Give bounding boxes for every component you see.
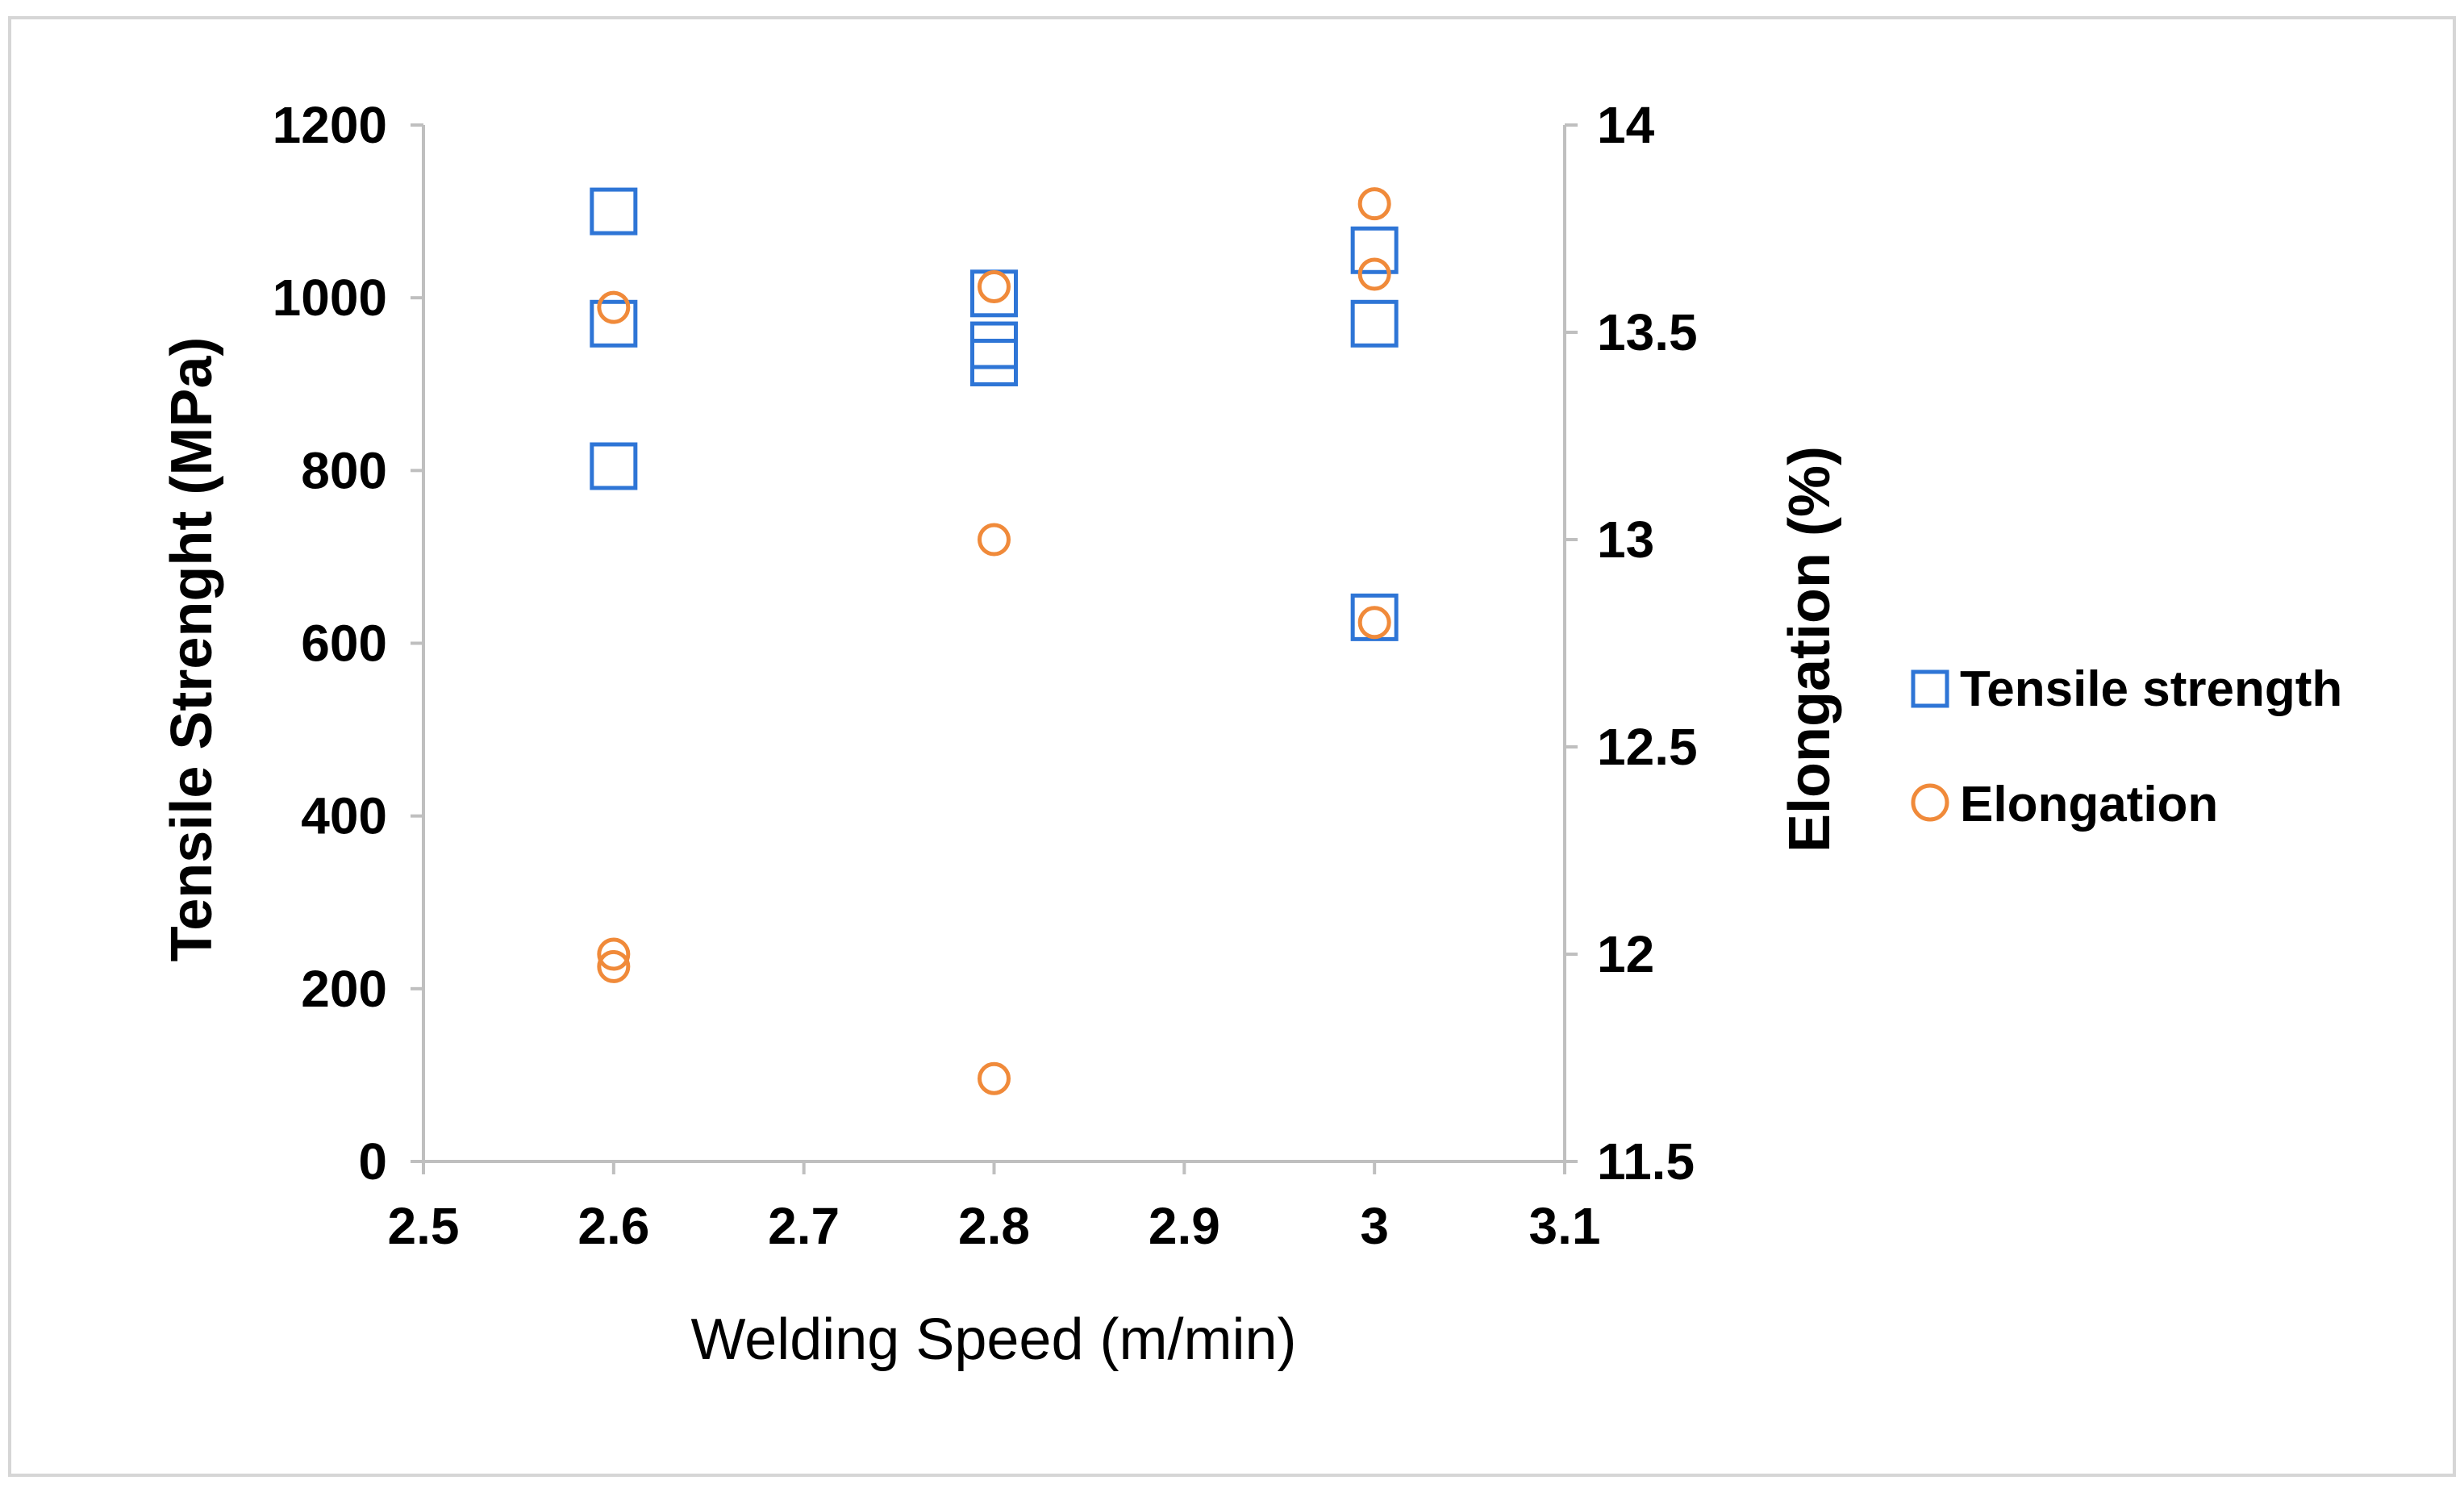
x-tick-label: 2.6: [577, 1197, 649, 1255]
legend: Tensile strength Elongation: [1911, 661, 2342, 832]
tensile-strength-point: [1350, 226, 1399, 274]
tensile-strength-point: [590, 187, 638, 236]
y-tick-label: 800: [301, 441, 387, 499]
elongation-point: [978, 1061, 1011, 1095]
elongation-point: [978, 269, 1011, 303]
y2-tick-label: 11.5: [1597, 1132, 1695, 1191]
tick-marks: [411, 123, 1578, 1174]
elongation-point: [597, 937, 631, 971]
elongation-point: [978, 523, 1011, 557]
chart-border: [8, 16, 2456, 1477]
y2-tick-label: 12.5: [1597, 718, 1698, 776]
legend-label-elongation: Elongation: [1960, 777, 2218, 832]
y-tick-label: 200: [301, 960, 387, 1018]
elongation-point: [1357, 187, 1391, 221]
x-tick-label: 3.1: [1529, 1197, 1601, 1255]
x-tick-label: 2.8: [958, 1197, 1030, 1255]
legend-label-tensile-strength: Tensile strength: [1960, 661, 2342, 717]
y2-tick-label: 13.5: [1597, 303, 1698, 361]
tensile-strength-point: [970, 338, 1018, 386]
tick-labels: 2.5 2.6 2.7 2.8 2.9 3 3.1 0 200 400 600 800 1000 1200…: [273, 96, 1698, 1255]
elongation-point: [597, 290, 631, 324]
tensile-strength-point: [1350, 299, 1399, 348]
x-tick-label: 2.9: [1149, 1197, 1220, 1255]
y-tick-label: 400: [301, 787, 387, 845]
elongation-point: [1357, 606, 1391, 640]
elongation-point: [597, 949, 631, 983]
y-tick-label: 1000: [273, 269, 387, 327]
y2-tick-label: 12: [1597, 925, 1654, 983]
x-tick-label: 2.7: [768, 1197, 840, 1255]
tensile-strength-point: [590, 442, 638, 490]
y2-tick-label: 14: [1597, 96, 1655, 154]
tensile-strength-point: [590, 299, 638, 348]
legend-marker-tensile-strength: [1911, 669, 1949, 708]
y-tick-label: 1200: [273, 96, 387, 154]
x-tick-label: 3: [1360, 1197, 1389, 1255]
x-tick-label: 2.5: [388, 1197, 460, 1255]
legend-marker-elongation: [1911, 783, 1949, 822]
data-points: [590, 187, 1399, 1095]
x-axis-title: Welding Speed (m/min): [691, 1307, 1297, 1372]
y-axis-left-title: Tensile Strenght (MPa): [160, 337, 224, 962]
y-axis-right-title: Elongation (%): [1778, 446, 1842, 853]
y2-tick-label: 13: [1597, 511, 1654, 569]
y-tick-label: 0: [358, 1132, 387, 1191]
elongation-point: [1357, 257, 1391, 291]
y-tick-label: 600: [301, 615, 387, 673]
tensile-strength-point: [1350, 593, 1399, 641]
